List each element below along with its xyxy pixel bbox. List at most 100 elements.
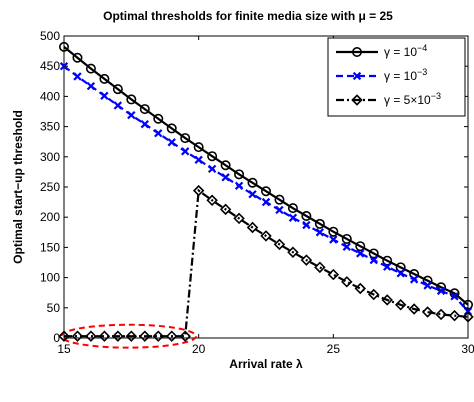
series-1 bbox=[59, 62, 473, 316]
data-point bbox=[98, 330, 111, 342]
data-point bbox=[194, 155, 203, 164]
data-point bbox=[462, 299, 473, 310]
data-point bbox=[112, 330, 124, 342]
y-tick-label: 100 bbox=[40, 271, 60, 285]
data-point bbox=[125, 330, 138, 342]
data-point bbox=[394, 299, 407, 311]
series-line bbox=[63, 46, 469, 306]
data-point bbox=[260, 186, 271, 197]
legend-marker bbox=[352, 71, 362, 81]
data-point bbox=[327, 268, 340, 281]
data-point bbox=[302, 220, 311, 230]
y-axis-label: Optimal start−up threshold bbox=[11, 110, 25, 264]
data-point bbox=[154, 129, 163, 138]
data-point bbox=[381, 294, 393, 306]
y-tick-label: 350 bbox=[40, 120, 60, 134]
data-point bbox=[139, 104, 150, 115]
data-point bbox=[71, 330, 84, 342]
data-point bbox=[192, 184, 205, 197]
data-point bbox=[221, 173, 230, 182]
data-point bbox=[126, 94, 137, 105]
data-point bbox=[356, 249, 365, 258]
data-point bbox=[72, 52, 83, 63]
y-tick-label: 150 bbox=[40, 240, 60, 254]
data-point bbox=[261, 197, 271, 207]
data-point bbox=[99, 73, 110, 84]
data-point bbox=[288, 213, 298, 222]
legend-label: γ = 10−4 bbox=[384, 43, 427, 59]
y-tick-label: 50 bbox=[47, 301, 61, 315]
data-point bbox=[207, 151, 218, 162]
data-point bbox=[314, 218, 325, 229]
data-point bbox=[180, 133, 191, 144]
data-point bbox=[113, 101, 123, 110]
data-point bbox=[179, 330, 191, 342]
data-point bbox=[421, 306, 434, 318]
legend: γ = 10−4 γ = 10−3 γ = 5×10−3 bbox=[327, 37, 466, 117]
data-point bbox=[354, 282, 366, 295]
legend-label: γ = 5×10−3 bbox=[384, 91, 441, 107]
data-point bbox=[301, 210, 312, 221]
data-point bbox=[207, 164, 217, 174]
data-point bbox=[181, 147, 190, 156]
data-point bbox=[383, 262, 392, 271]
data-point bbox=[139, 330, 151, 342]
data-point bbox=[152, 330, 164, 342]
data-point bbox=[166, 123, 177, 134]
data-point bbox=[220, 160, 231, 171]
legend-marker bbox=[351, 94, 363, 106]
data-point bbox=[274, 194, 285, 205]
data-point bbox=[287, 203, 298, 214]
data-point bbox=[233, 212, 245, 225]
legend-item: γ = 5×10−3 bbox=[336, 91, 441, 107]
data-point bbox=[167, 138, 176, 147]
x-tick-label: 30 bbox=[461, 342, 474, 356]
data-point bbox=[355, 241, 366, 252]
x-tick-label: 20 bbox=[192, 342, 206, 356]
data-point bbox=[260, 230, 272, 242]
y-tick-label: 200 bbox=[40, 210, 60, 224]
y-tick-label: 0 bbox=[53, 331, 60, 345]
data-point bbox=[436, 286, 446, 296]
y-tick-label: 300 bbox=[40, 150, 60, 164]
data-point bbox=[85, 63, 96, 74]
y-tick-label: 250 bbox=[40, 180, 60, 194]
data-point bbox=[206, 194, 218, 207]
data-point bbox=[246, 221, 259, 234]
highlight-ellipse bbox=[60, 323, 197, 349]
data-point bbox=[329, 235, 338, 244]
data-point bbox=[58, 41, 69, 52]
data-point bbox=[86, 81, 96, 91]
data-point bbox=[408, 303, 420, 315]
series-0 bbox=[58, 41, 473, 310]
data-point bbox=[193, 142, 204, 153]
data-point bbox=[342, 242, 351, 251]
data-point bbox=[100, 91, 109, 100]
series-2 bbox=[58, 184, 474, 342]
data-point bbox=[273, 238, 286, 251]
data-point bbox=[328, 226, 339, 237]
data-point bbox=[300, 254, 313, 266]
data-point bbox=[112, 84, 123, 95]
data-point bbox=[341, 233, 352, 244]
data-point bbox=[369, 255, 378, 265]
series-line bbox=[64, 188, 469, 338]
data-point bbox=[341, 276, 353, 288]
data-point bbox=[382, 255, 393, 266]
y-tick-label: 500 bbox=[40, 29, 60, 43]
data-point bbox=[396, 269, 405, 278]
data-point bbox=[58, 330, 70, 342]
data-point bbox=[140, 120, 149, 129]
data-point bbox=[287, 246, 299, 258]
data-point bbox=[219, 203, 232, 216]
legend-item: γ = 10−3 bbox=[336, 67, 427, 83]
x-tick-label: 25 bbox=[327, 342, 341, 356]
data-point bbox=[368, 248, 379, 259]
data-point bbox=[166, 330, 178, 342]
data-point bbox=[73, 72, 82, 81]
x-axis-label: Arrival rate λ bbox=[229, 357, 303, 371]
data-point bbox=[314, 261, 326, 274]
data-point bbox=[248, 190, 257, 199]
data-point bbox=[395, 262, 406, 273]
